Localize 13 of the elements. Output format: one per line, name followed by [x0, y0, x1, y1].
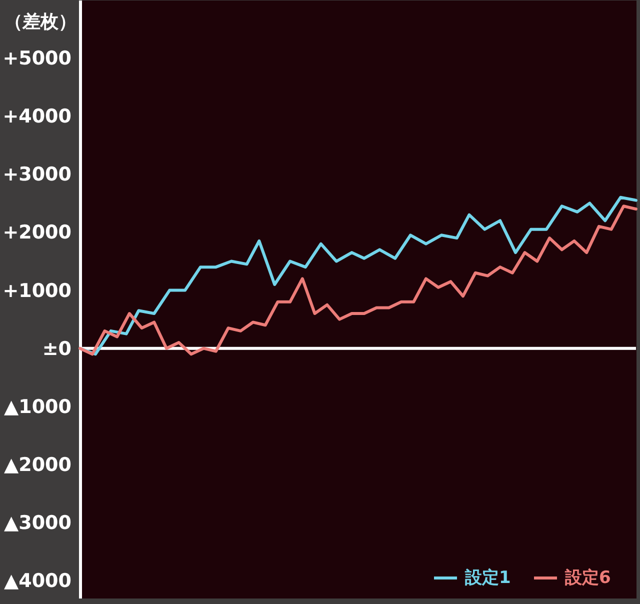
y-tick-label: ±0 [42, 338, 72, 360]
y-tick-label: +3000 [2, 164, 72, 186]
y-tick-label: +1000 [2, 280, 72, 302]
y-tick-label: +2000 [2, 222, 72, 244]
y-tick-label: ▲3000 [4, 512, 72, 534]
y-tick-label: +4000 [2, 106, 72, 128]
y-tick-label: ▲4000 [4, 570, 72, 592]
y-axis-title: （差枚） [4, 12, 76, 32]
legend-label: 設定1 [464, 568, 511, 588]
legend-label: 設定6 [564, 568, 611, 588]
y-tick-label: +5000 [2, 48, 72, 70]
y-tick-label: ▲1000 [4, 396, 72, 418]
y-tick-label: ▲2000 [4, 454, 72, 476]
